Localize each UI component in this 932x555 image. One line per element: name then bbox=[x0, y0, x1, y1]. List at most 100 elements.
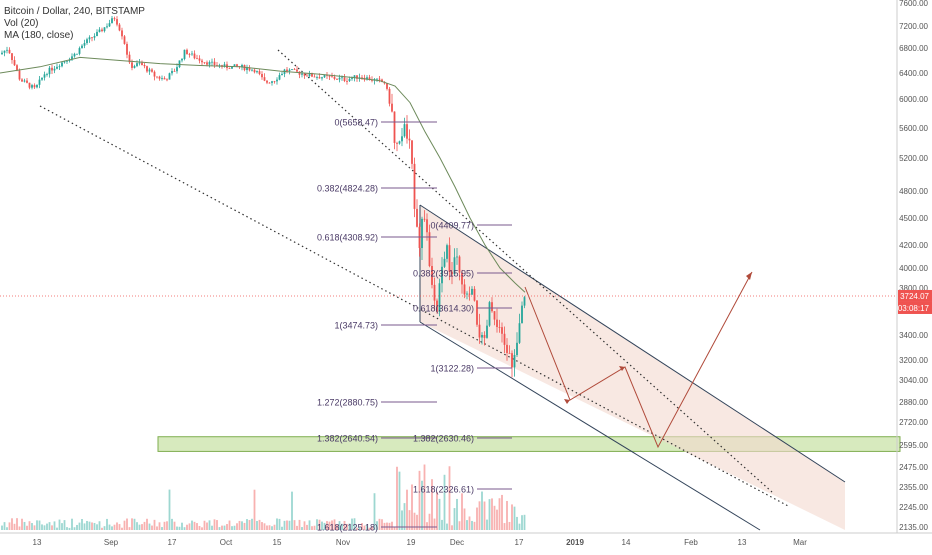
candle[interactable] bbox=[486, 319, 488, 339]
candle[interactable] bbox=[266, 80, 268, 85]
candle[interactable] bbox=[388, 87, 391, 107]
channel-lower-line[interactable] bbox=[419, 321, 761, 531]
candle[interactable] bbox=[518, 313, 521, 344]
candle[interactable] bbox=[476, 300, 478, 327]
candle[interactable] bbox=[1, 50, 3, 55]
candle[interactable] bbox=[426, 213, 428, 241]
candle[interactable] bbox=[256, 70, 258, 74]
candle[interactable] bbox=[123, 35, 126, 45]
ma-indicator-label[interactable]: MA (180, close) bbox=[4, 30, 74, 41]
candle[interactable] bbox=[168, 72, 171, 80]
candle[interactable] bbox=[193, 50, 196, 60]
candle[interactable] bbox=[11, 53, 13, 64]
candle[interactable] bbox=[198, 55, 201, 64]
candle[interactable] bbox=[253, 68, 256, 74]
candle[interactable] bbox=[286, 67, 288, 74]
candle[interactable] bbox=[3, 50, 6, 57]
candle[interactable] bbox=[221, 64, 223, 69]
candle[interactable] bbox=[38, 76, 41, 89]
candle[interactable] bbox=[343, 74, 346, 83]
candle[interactable] bbox=[401, 128, 403, 147]
candle[interactable] bbox=[271, 80, 273, 86]
candle[interactable] bbox=[141, 60, 143, 66]
candle[interactable] bbox=[121, 27, 123, 40]
candle[interactable] bbox=[416, 199, 418, 228]
candle[interactable] bbox=[108, 19, 111, 28]
candle[interactable] bbox=[521, 301, 523, 324]
candle[interactable] bbox=[421, 216, 423, 261]
fib-level[interactable]: 1.618(2125.18) bbox=[317, 523, 437, 533]
candle[interactable] bbox=[31, 83, 33, 90]
candle[interactable] bbox=[411, 140, 413, 169]
candle[interactable] bbox=[516, 332, 518, 358]
candle[interactable] bbox=[478, 313, 481, 344]
candle[interactable] bbox=[511, 350, 513, 378]
candle[interactable] bbox=[428, 224, 431, 268]
candle[interactable] bbox=[161, 75, 163, 81]
candle[interactable] bbox=[303, 73, 306, 79]
candle[interactable] bbox=[461, 269, 463, 294]
last-price-tag[interactable]: 3724.07 bbox=[898, 289, 932, 302]
channel-upper-line[interactable] bbox=[419, 204, 846, 483]
candle[interactable] bbox=[506, 338, 508, 361]
candle[interactable] bbox=[508, 345, 511, 354]
candle[interactable] bbox=[171, 68, 173, 76]
candle[interactable] bbox=[33, 83, 36, 89]
fib-level[interactable]: 1.382(2630.46) bbox=[413, 434, 512, 444]
candle[interactable] bbox=[386, 83, 388, 91]
candle[interactable] bbox=[396, 141, 398, 152]
candle[interactable] bbox=[143, 62, 146, 69]
candle[interactable] bbox=[356, 75, 358, 82]
candle[interactable] bbox=[488, 300, 491, 327]
candle[interactable] bbox=[116, 16, 118, 27]
candle[interactable] bbox=[471, 286, 473, 295]
candle[interactable] bbox=[128, 51, 131, 64]
candle[interactable] bbox=[173, 68, 176, 72]
candle[interactable] bbox=[263, 73, 266, 82]
fib-level[interactable]: 0.382(4824.28) bbox=[317, 184, 437, 194]
candle[interactable] bbox=[393, 111, 396, 150]
candle[interactable] bbox=[183, 49, 186, 61]
candle[interactable] bbox=[366, 75, 368, 81]
candle[interactable] bbox=[76, 53, 78, 55]
candle[interactable] bbox=[283, 68, 286, 78]
candle[interactable] bbox=[251, 68, 253, 72]
candle[interactable] bbox=[513, 349, 516, 377]
candle[interactable] bbox=[118, 22, 121, 32]
candle[interactable] bbox=[398, 140, 401, 145]
candle[interactable] bbox=[58, 64, 61, 71]
candle[interactable] bbox=[446, 243, 448, 263]
candle[interactable] bbox=[493, 311, 496, 326]
candle[interactable] bbox=[36, 84, 38, 89]
candle[interactable] bbox=[403, 117, 406, 138]
candle[interactable] bbox=[483, 331, 486, 346]
candle[interactable] bbox=[156, 76, 158, 79]
candle[interactable] bbox=[491, 297, 493, 313]
candle[interactable] bbox=[96, 29, 98, 37]
candle[interactable] bbox=[436, 298, 438, 314]
candle[interactable] bbox=[291, 69, 293, 71]
candle[interactable] bbox=[523, 295, 526, 309]
candle[interactable] bbox=[246, 64, 248, 74]
candle[interactable] bbox=[413, 157, 416, 218]
candle[interactable] bbox=[451, 262, 453, 285]
candle[interactable] bbox=[243, 64, 246, 72]
candle[interactable] bbox=[496, 308, 498, 333]
candle[interactable] bbox=[8, 47, 11, 54]
volume-indicator-label[interactable]: Vol (20) bbox=[4, 18, 39, 29]
candle[interactable] bbox=[13, 56, 16, 66]
candle[interactable] bbox=[23, 78, 26, 83]
candle[interactable] bbox=[203, 62, 206, 65]
candle[interactable] bbox=[181, 57, 183, 63]
candle[interactable] bbox=[151, 68, 153, 73]
candle[interactable] bbox=[473, 286, 476, 302]
candle[interactable] bbox=[406, 115, 408, 144]
candle[interactable] bbox=[101, 27, 103, 33]
fib-level[interactable]: 1.382(2640.54) bbox=[317, 434, 437, 444]
fib-level[interactable]: 1.272(2880.75) bbox=[317, 398, 437, 408]
candle[interactable] bbox=[498, 319, 501, 333]
candle[interactable] bbox=[176, 63, 178, 74]
candle[interactable] bbox=[61, 62, 63, 68]
